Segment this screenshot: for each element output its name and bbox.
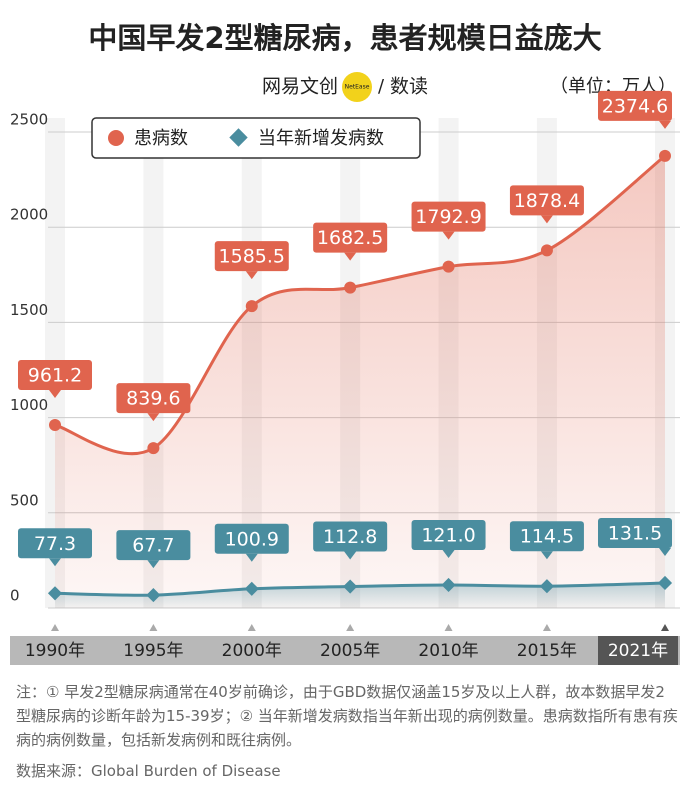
brand-badge-bg	[342, 72, 372, 102]
x-tick-label: 2015年	[517, 641, 577, 661]
value-label-pointer	[442, 231, 455, 240]
brand-section: 数读	[390, 76, 428, 98]
value-label-bg	[411, 201, 486, 232]
value-label: 67.7	[132, 535, 174, 557]
x-axis-band-highlight	[598, 636, 678, 665]
brand-section-slash: /	[378, 76, 385, 97]
value-label-pointer	[540, 551, 553, 560]
x-tick-mark	[542, 624, 551, 631]
legend	[91, 117, 421, 159]
value-label-pointer	[245, 553, 258, 562]
value-label-bg	[313, 521, 388, 552]
value-label-bg	[116, 383, 191, 414]
x-tick-mark	[444, 624, 453, 631]
note: 注：① 早发2型糖尿病通常在40岁前确诊，由于GBD数据仅涵盖15岁及以上人群，…	[16, 683, 678, 749]
value-label: 839.6	[126, 388, 180, 410]
value-label: 1878.4	[514, 190, 580, 212]
y-tick-label: 2000	[10, 206, 48, 224]
area	[55, 582, 665, 608]
value-label: 1792.9	[415, 206, 481, 228]
area	[55, 155, 665, 608]
value-label-pointer	[147, 560, 160, 569]
value-label-bg	[598, 90, 672, 121]
value-label-pointer	[245, 271, 258, 280]
chart-title: 中国早发2型糖尿病，患者规模日益庞大	[88, 21, 601, 55]
value-label-pointer	[344, 252, 357, 261]
value-label-bg	[509, 185, 584, 216]
x-tick-label: 2005年	[320, 641, 380, 661]
chart: 中国早发2型糖尿病，患者规模日益庞大 网易文创 NetEase / 数读 （单位…	[10, 21, 680, 665]
marker	[441, 577, 456, 593]
value-label-bg	[18, 359, 92, 390]
x-tick-label: 2010年	[418, 641, 478, 661]
marker	[49, 418, 61, 431]
value-label-bg	[18, 528, 92, 559]
x-tick-mark	[247, 624, 256, 631]
marker	[47, 586, 63, 601]
x-tick-mark	[149, 624, 158, 631]
x-axis-band	[10, 636, 680, 665]
value-label-bg	[214, 241, 289, 272]
y-tick-label: 500	[10, 491, 39, 509]
marker	[146, 588, 161, 603]
marker	[244, 581, 259, 596]
value-label: 961.2	[28, 364, 82, 386]
marker	[442, 260, 455, 273]
value-label: 112.8	[323, 526, 377, 548]
legend-marker	[229, 128, 248, 147]
value-label-pointer	[344, 551, 357, 560]
value-label-bg	[214, 523, 289, 554]
marker	[539, 579, 555, 594]
value-label: 77.3	[34, 533, 76, 555]
marker	[147, 442, 160, 455]
plot: 0 500 1000 1500 2000 2500 1990年 1995年 2000年 2005年…	[10, 90, 680, 665]
value-label-bg	[598, 517, 672, 548]
legend-marker	[108, 130, 124, 146]
y-tick-label: 0	[10, 587, 20, 605]
brand: 网易文创	[262, 76, 338, 98]
x-tick-label: 1990年	[25, 641, 85, 661]
brand-badge: NetEase	[345, 84, 370, 91]
value-label: 1682.5	[317, 227, 383, 249]
value-label-bg	[313, 222, 388, 253]
value-label-bg	[116, 530, 191, 561]
value-label-bg	[411, 519, 486, 550]
x-tick-label: 2021年	[608, 641, 668, 661]
x-tick-label: 1995年	[123, 641, 183, 661]
marker	[245, 300, 258, 313]
value-label: 121.0	[421, 524, 475, 546]
value-label: 2374.6	[602, 95, 668, 117]
x-tick-mark	[346, 624, 355, 631]
y-tick-label: 1000	[10, 396, 48, 414]
value-label-pointer	[659, 120, 671, 129]
value-label: 114.5	[520, 526, 574, 548]
marker	[540, 244, 553, 257]
marker	[659, 149, 671, 162]
value-label: 131.5	[608, 522, 662, 544]
legend-label: 当年新增发病数	[258, 128, 384, 149]
value-label: 100.9	[225, 528, 279, 550]
marker	[343, 579, 358, 594]
value-label-pointer	[49, 389, 61, 398]
x-tick-mark	[51, 624, 59, 631]
value-label-pointer	[147, 413, 160, 422]
y-tick-label: 1500	[10, 301, 48, 319]
value-label-pointer	[49, 558, 61, 567]
legend-label: 患病数	[134, 128, 188, 149]
value-label: 1585.5	[219, 246, 285, 268]
value-label-pointer	[540, 215, 553, 224]
source: 数据来源：Global Burden of Disease	[16, 762, 281, 780]
y-tick-label: 2500	[10, 111, 48, 129]
value-label-pointer	[659, 547, 671, 556]
marker	[657, 575, 673, 591]
value-label-bg	[509, 521, 584, 552]
x-tick-mark	[661, 624, 669, 631]
x-tick-label: 2000年	[222, 641, 282, 661]
marker	[344, 281, 357, 294]
value-label-pointer	[442, 549, 455, 558]
